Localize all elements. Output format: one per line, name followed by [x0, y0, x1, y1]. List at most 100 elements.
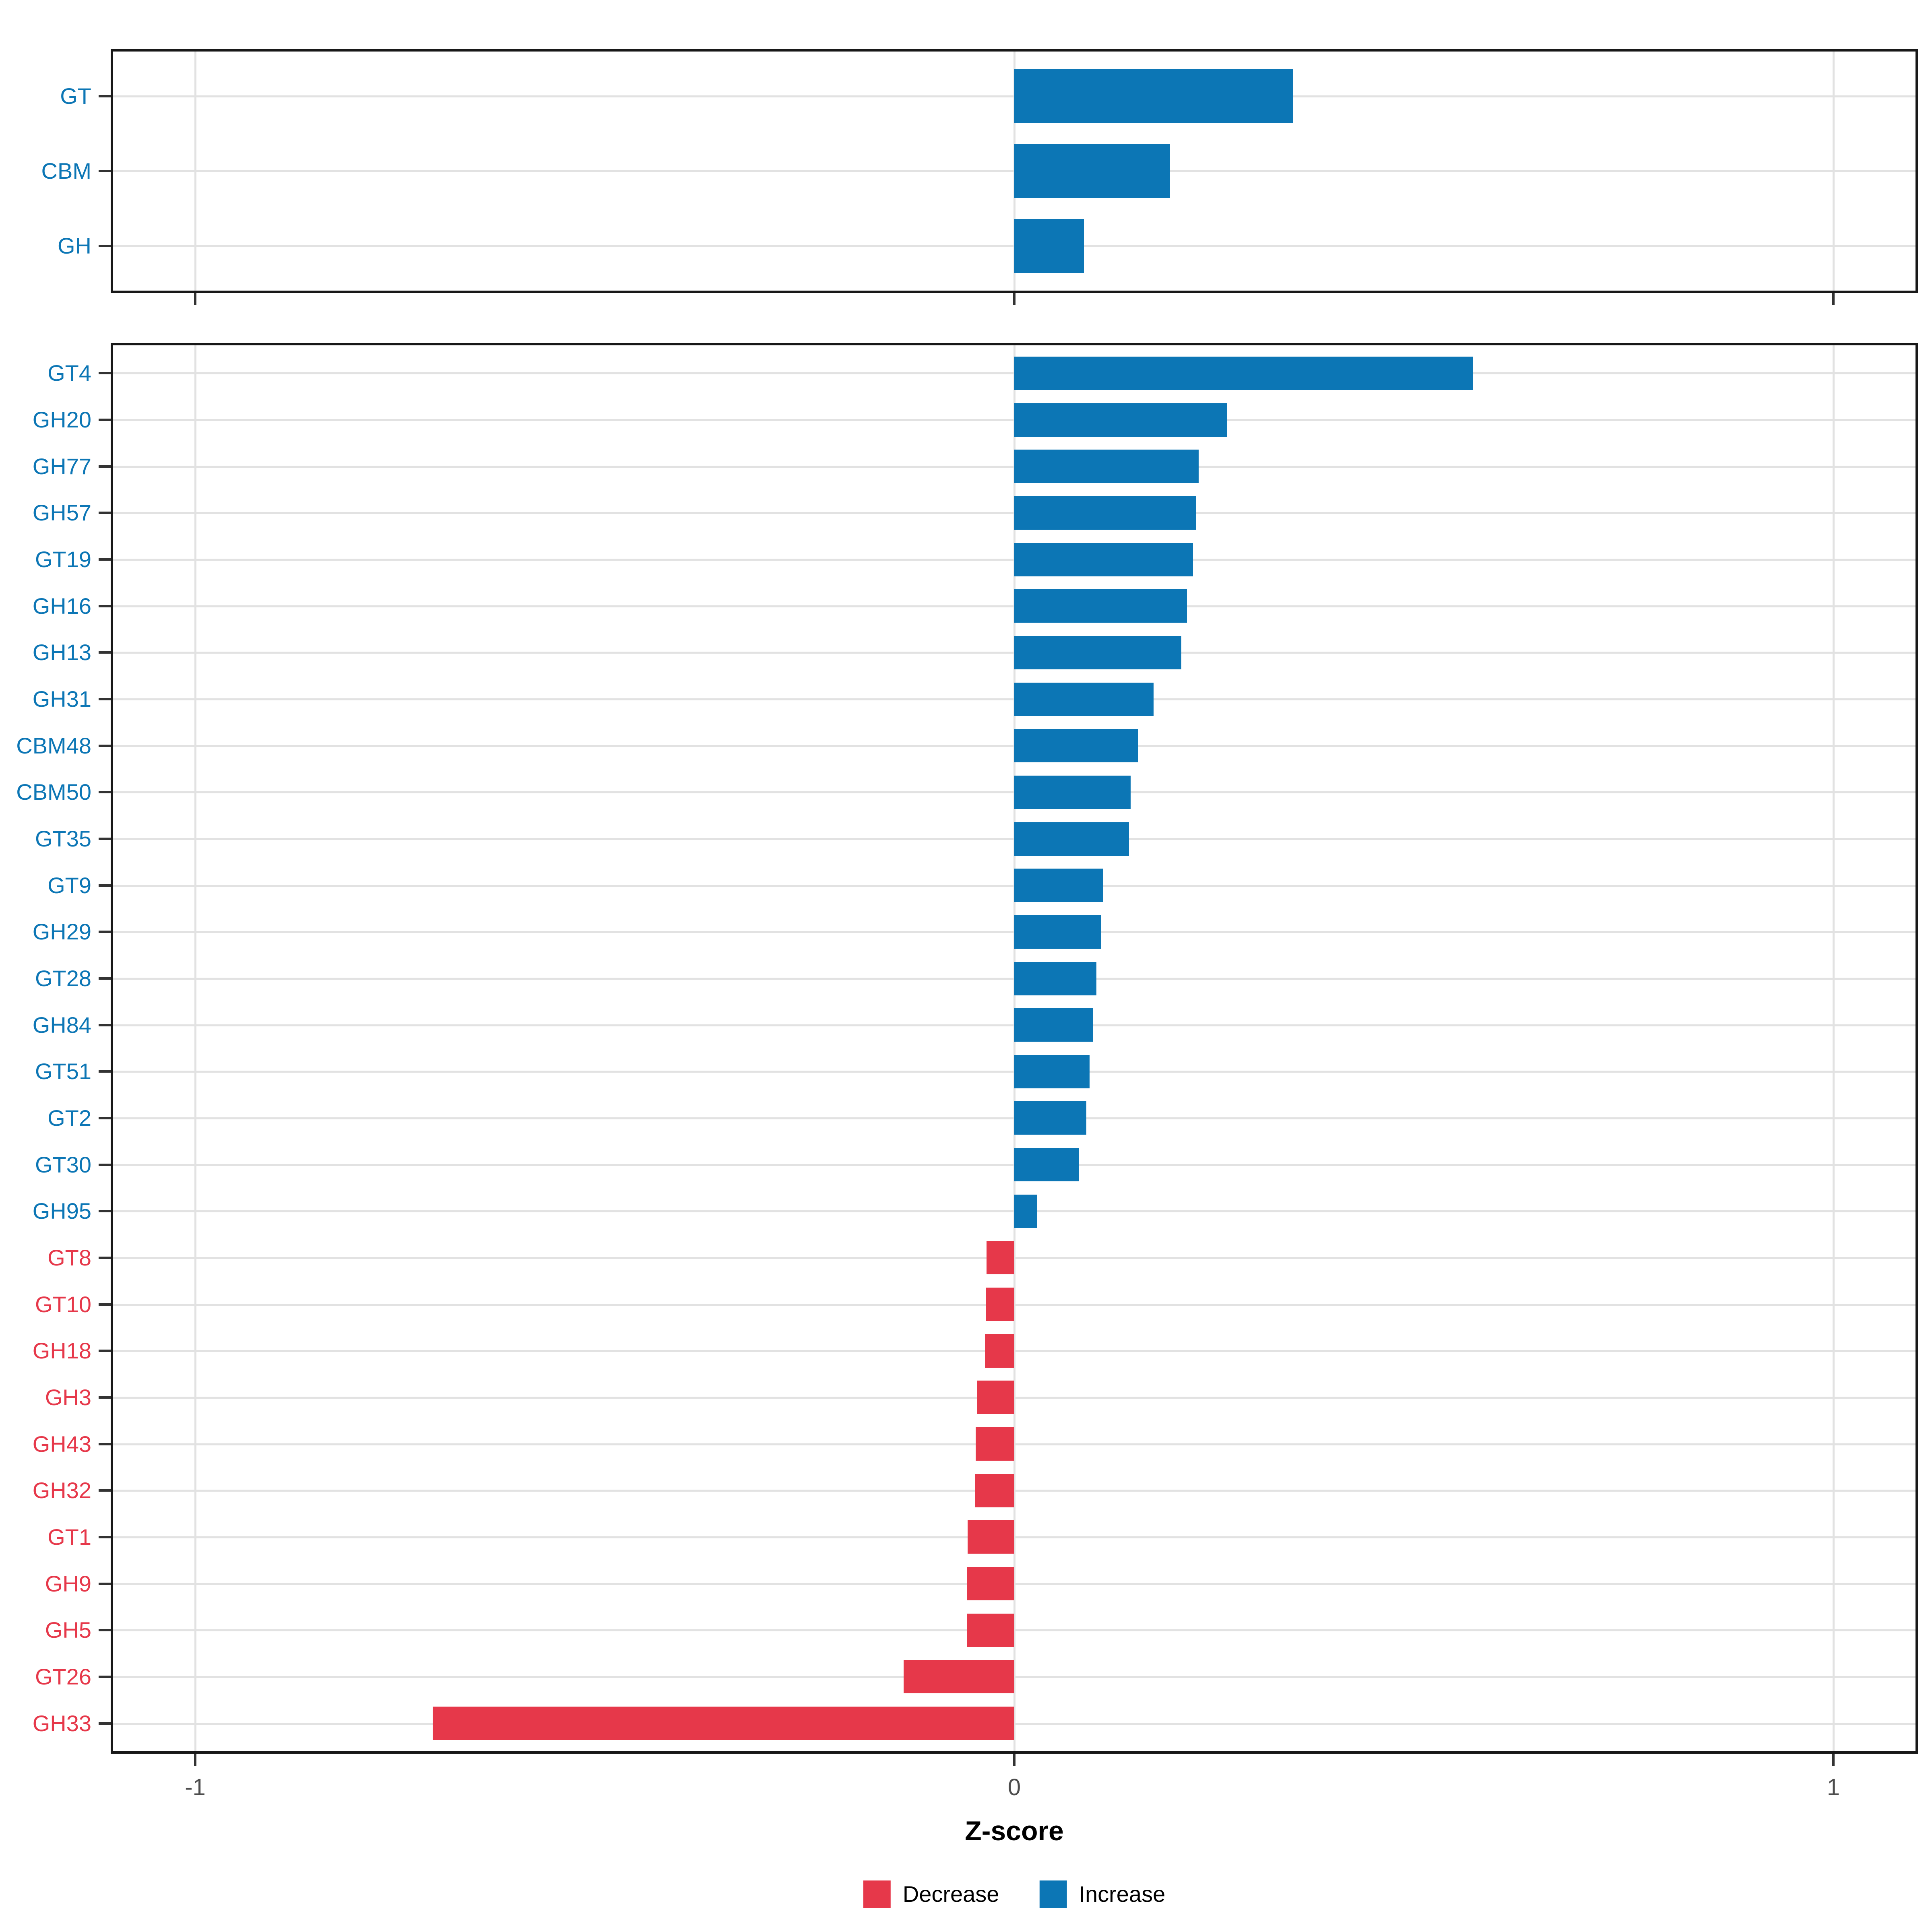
bar-CBM50	[1014, 776, 1131, 809]
y-tick-mark	[99, 1629, 111, 1631]
y-tick-mark	[99, 170, 111, 172]
horizontal-gridline	[113, 1723, 1915, 1725]
y-tick-mark	[99, 977, 111, 980]
y-label-GH31: GH31	[32, 686, 91, 712]
y-tick-mark	[99, 651, 111, 654]
y-label-GH84: GH84	[32, 1012, 91, 1038]
y-label-GT19: GT19	[35, 547, 91, 572]
bar-GH95	[1014, 1195, 1037, 1228]
bar-GH5	[967, 1614, 1014, 1647]
y-label-GH29: GH29	[32, 919, 91, 944]
y-label-GH33: GH33	[32, 1711, 91, 1736]
y-tick-mark	[99, 838, 111, 840]
y-tick-mark	[99, 1536, 111, 1538]
y-tick-mark	[99, 512, 111, 514]
y-label-GT10: GT10	[35, 1292, 91, 1317]
bar-GT8	[987, 1241, 1014, 1274]
x-tick-label: -1	[185, 1774, 206, 1800]
y-label-GT: GT	[60, 83, 91, 109]
x-tick-mark	[1832, 293, 1835, 305]
horizontal-gridline	[113, 1304, 1915, 1306]
y-tick-mark	[99, 1443, 111, 1445]
bar-GH31	[1014, 683, 1154, 716]
bar-GT1	[968, 1520, 1014, 1554]
y-label-CBM48: CBM48	[16, 733, 91, 758]
horizontal-gridline	[113, 1629, 1915, 1631]
bar-GH18	[985, 1334, 1014, 1368]
bar-GT26	[904, 1660, 1014, 1693]
bar-GH84	[1014, 1008, 1093, 1042]
y-label-GT1: GT1	[47, 1524, 91, 1550]
y-label-GT30: GT30	[35, 1152, 91, 1177]
bar-GT2	[1014, 1101, 1086, 1135]
y-tick-mark	[99, 1210, 111, 1212]
bar-GH9	[967, 1567, 1014, 1600]
bar-CBM	[1014, 144, 1170, 198]
x-tick-label: 1	[1827, 1774, 1840, 1800]
horizontal-gridline	[113, 1397, 1915, 1399]
bar-GH33	[433, 1707, 1014, 1740]
bar-GT	[1014, 69, 1293, 123]
bar-GT9	[1014, 869, 1103, 902]
y-label-GH95: GH95	[32, 1198, 91, 1224]
x-tick-mark	[1013, 293, 1016, 305]
bar-GH3	[977, 1381, 1014, 1414]
y-label-GT8: GT8	[47, 1245, 91, 1270]
y-tick-mark	[99, 931, 111, 933]
y-tick-mark	[99, 245, 111, 247]
bar-GH29	[1014, 915, 1101, 949]
y-tick-mark	[99, 1164, 111, 1166]
y-label-CBM: CBM	[41, 158, 91, 184]
y-tick-mark	[99, 1303, 111, 1306]
bar-GH	[1014, 219, 1084, 273]
legend: Decrease Increase	[863, 1880, 1165, 1908]
bar-GH77	[1014, 450, 1199, 483]
horizontal-gridline	[113, 1536, 1915, 1538]
y-tick-mark	[99, 884, 111, 887]
y-tick-mark	[99, 745, 111, 747]
bar-GT30	[1014, 1148, 1079, 1181]
y-tick-mark	[99, 791, 111, 793]
y-label-GH32: GH32	[32, 1478, 91, 1503]
y-label-GH: GH	[58, 233, 91, 258]
y-label-GT35: GT35	[35, 826, 91, 851]
y-label-GT51: GT51	[35, 1059, 91, 1084]
horizontal-gridline	[113, 1490, 1915, 1492]
y-tick-mark	[99, 372, 111, 374]
y-label-CBM50: CBM50	[16, 779, 91, 805]
horizontal-gridline	[113, 1676, 1915, 1678]
y-tick-mark	[99, 465, 111, 468]
bar-CBM48	[1014, 729, 1138, 762]
y-tick-mark	[99, 1722, 111, 1725]
vertical-gridline	[1833, 345, 1835, 1751]
x-axis-title: Z-score	[965, 1816, 1064, 1846]
y-label-GT4: GT4	[47, 360, 91, 386]
bar-GH16	[1014, 589, 1187, 623]
horizontal-gridline	[113, 1350, 1915, 1352]
y-label-GH18: GH18	[32, 1338, 91, 1363]
y-tick-mark	[99, 95, 111, 97]
summary-panel	[111, 49, 1918, 293]
families-panel	[111, 343, 1918, 1754]
bar-GT4	[1014, 357, 1473, 390]
y-tick-mark	[99, 698, 111, 700]
y-tick-mark	[99, 1583, 111, 1585]
legend-label-increase: Increase	[1079, 1881, 1166, 1907]
bar-GH20	[1014, 403, 1227, 437]
bar-GH13	[1014, 636, 1181, 669]
x-tick-mark	[194, 1754, 196, 1766]
y-label-GT2: GT2	[47, 1105, 91, 1131]
y-label-GH13: GH13	[32, 640, 91, 665]
y-label-GT28: GT28	[35, 966, 91, 991]
y-label-GH9: GH9	[45, 1571, 91, 1596]
y-label-GH43: GH43	[32, 1431, 91, 1457]
y-label-GH57: GH57	[32, 500, 91, 525]
x-tick-label: 0	[1007, 1774, 1021, 1800]
bar-GT28	[1014, 962, 1096, 995]
bar-GT19	[1014, 543, 1193, 576]
y-tick-mark	[99, 1024, 111, 1026]
y-tick-mark	[99, 1489, 111, 1492]
y-tick-mark	[99, 1350, 111, 1352]
bar-GT10	[986, 1288, 1014, 1321]
